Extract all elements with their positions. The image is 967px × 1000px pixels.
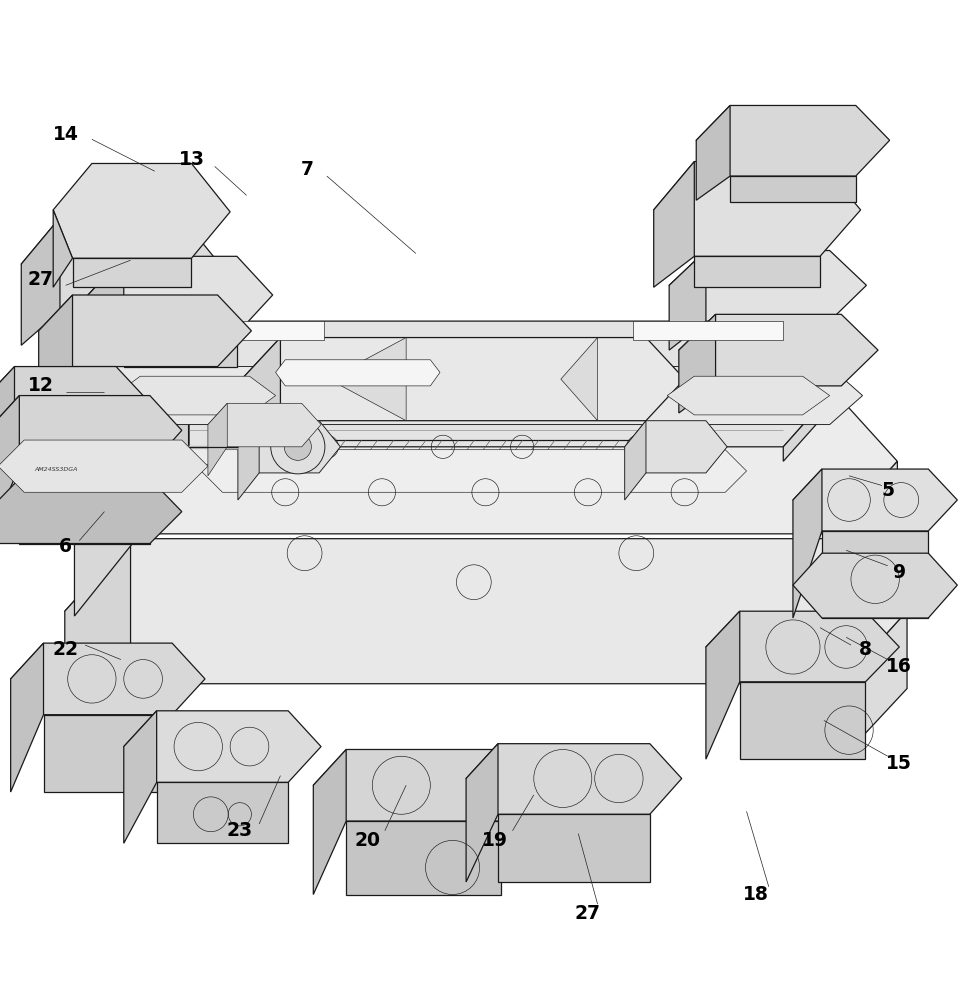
Polygon shape xyxy=(60,311,182,347)
Polygon shape xyxy=(0,396,19,544)
Polygon shape xyxy=(19,466,150,544)
Text: 7: 7 xyxy=(301,160,314,179)
Polygon shape xyxy=(65,539,131,703)
Polygon shape xyxy=(189,321,324,340)
Circle shape xyxy=(284,433,311,460)
Polygon shape xyxy=(157,782,288,843)
Text: 13: 13 xyxy=(179,150,204,169)
Polygon shape xyxy=(740,682,865,759)
Circle shape xyxy=(271,420,325,474)
Polygon shape xyxy=(625,421,727,473)
Polygon shape xyxy=(679,314,878,386)
Polygon shape xyxy=(124,711,321,782)
Text: 23: 23 xyxy=(226,821,253,840)
Text: 8: 8 xyxy=(859,640,872,659)
Polygon shape xyxy=(81,367,114,447)
Polygon shape xyxy=(633,321,783,340)
Polygon shape xyxy=(706,611,740,759)
Polygon shape xyxy=(0,396,182,466)
Polygon shape xyxy=(238,421,340,473)
Polygon shape xyxy=(73,258,191,287)
Polygon shape xyxy=(124,711,157,843)
Text: 12: 12 xyxy=(28,376,53,395)
Polygon shape xyxy=(0,367,15,502)
Polygon shape xyxy=(841,611,907,759)
Polygon shape xyxy=(783,384,839,461)
Polygon shape xyxy=(696,105,730,200)
Polygon shape xyxy=(313,749,346,895)
Polygon shape xyxy=(53,163,230,258)
Polygon shape xyxy=(242,338,685,421)
Polygon shape xyxy=(74,389,897,534)
Polygon shape xyxy=(696,105,890,176)
Polygon shape xyxy=(313,749,534,821)
Polygon shape xyxy=(706,611,899,682)
Polygon shape xyxy=(238,421,259,500)
Circle shape xyxy=(764,194,799,229)
Text: 6: 6 xyxy=(59,537,73,556)
Text: 19: 19 xyxy=(483,831,508,850)
Polygon shape xyxy=(329,338,406,421)
Polygon shape xyxy=(730,176,856,202)
Polygon shape xyxy=(81,367,863,425)
Circle shape xyxy=(712,191,754,233)
Polygon shape xyxy=(65,539,907,684)
Text: 18: 18 xyxy=(744,885,769,904)
Text: AM24SS3DGA: AM24SS3DGA xyxy=(34,467,77,472)
Polygon shape xyxy=(346,821,501,895)
Polygon shape xyxy=(21,218,60,345)
Polygon shape xyxy=(832,461,897,608)
Text: 5: 5 xyxy=(881,481,894,500)
Polygon shape xyxy=(132,321,839,447)
Polygon shape xyxy=(39,295,73,396)
Polygon shape xyxy=(0,367,143,425)
Polygon shape xyxy=(669,251,706,350)
Polygon shape xyxy=(21,218,220,311)
Polygon shape xyxy=(15,425,116,502)
Polygon shape xyxy=(793,469,822,618)
Polygon shape xyxy=(44,715,172,792)
Polygon shape xyxy=(88,256,273,334)
Polygon shape xyxy=(694,256,820,287)
Polygon shape xyxy=(11,643,205,715)
Text: 27: 27 xyxy=(28,270,53,289)
Polygon shape xyxy=(208,403,227,476)
Polygon shape xyxy=(625,421,646,500)
Polygon shape xyxy=(822,531,928,618)
Polygon shape xyxy=(0,444,143,502)
Polygon shape xyxy=(466,744,498,882)
Polygon shape xyxy=(208,403,321,447)
Polygon shape xyxy=(88,256,124,363)
Text: 27: 27 xyxy=(575,904,601,923)
Circle shape xyxy=(129,316,171,359)
Polygon shape xyxy=(74,389,140,616)
Polygon shape xyxy=(654,162,861,256)
Polygon shape xyxy=(276,360,440,386)
Text: 20: 20 xyxy=(355,831,380,850)
Polygon shape xyxy=(0,440,208,492)
Polygon shape xyxy=(561,338,598,421)
Polygon shape xyxy=(498,814,650,882)
Polygon shape xyxy=(201,450,747,492)
Text: 14: 14 xyxy=(53,125,78,144)
Polygon shape xyxy=(679,314,716,413)
Polygon shape xyxy=(114,376,276,415)
Polygon shape xyxy=(124,334,237,367)
Polygon shape xyxy=(466,744,682,814)
Polygon shape xyxy=(39,295,251,367)
Polygon shape xyxy=(793,553,957,618)
Polygon shape xyxy=(132,321,189,456)
Text: 16: 16 xyxy=(887,657,912,676)
Text: 15: 15 xyxy=(887,754,912,773)
Text: 22: 22 xyxy=(53,640,78,659)
Polygon shape xyxy=(11,643,44,792)
Polygon shape xyxy=(669,251,866,321)
Polygon shape xyxy=(667,376,830,415)
Text: 9: 9 xyxy=(893,563,906,582)
Polygon shape xyxy=(654,162,694,287)
Polygon shape xyxy=(53,210,73,287)
Polygon shape xyxy=(793,469,957,531)
Polygon shape xyxy=(0,479,182,544)
Polygon shape xyxy=(242,338,280,461)
